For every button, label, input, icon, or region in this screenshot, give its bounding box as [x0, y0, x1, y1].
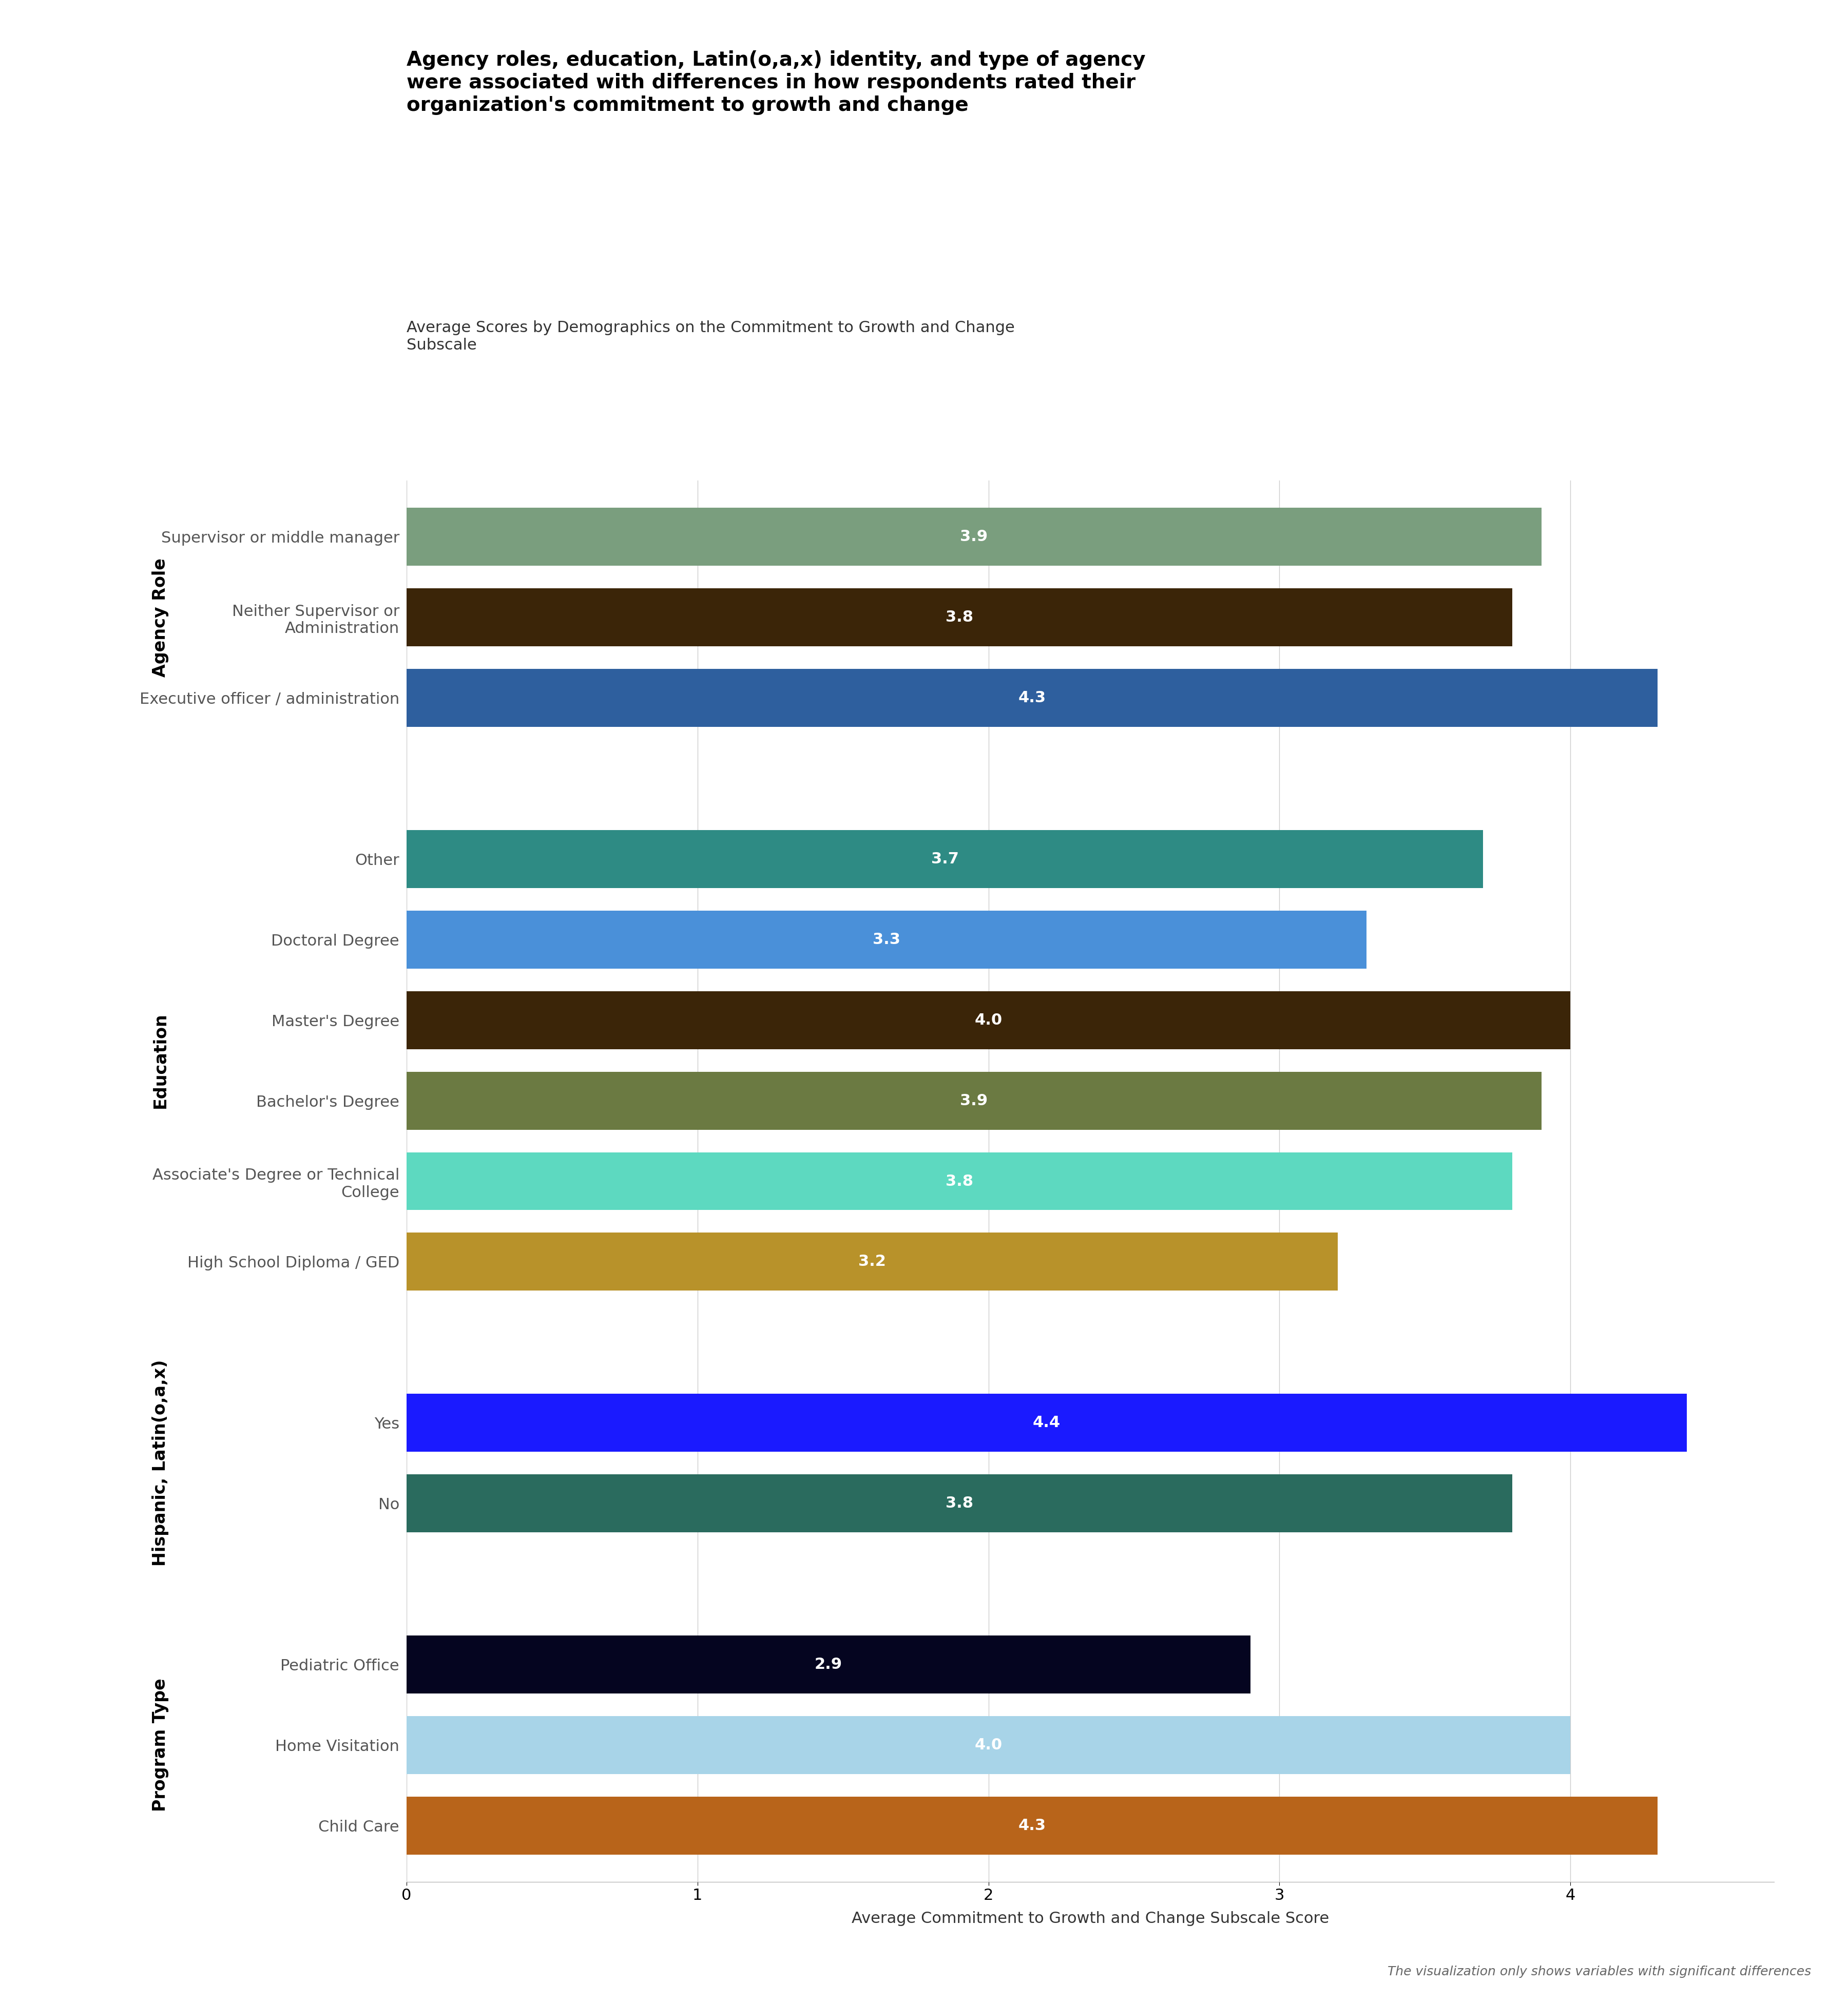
Text: 4.0: 4.0	[974, 1738, 1002, 1752]
Text: 4.3: 4.3	[1018, 1818, 1046, 1834]
Text: Agency Role: Agency Role	[152, 559, 168, 677]
Text: The visualization only shows variables with significant differences: The visualization only shows variables w…	[1388, 1966, 1811, 1978]
Text: 3.9: 3.9	[961, 1093, 989, 1107]
Bar	[407, 1153, 1512, 1209]
Bar	[407, 911, 1368, 969]
Bar	[407, 1796, 1658, 1854]
Bar	[407, 1473, 1512, 1532]
Bar	[407, 669, 1658, 727]
Text: Average Scores by Demographics on the Commitment to Growth and Change
Subscale: Average Scores by Demographics on the Co…	[407, 320, 1015, 352]
Text: 3.8: 3.8	[946, 611, 974, 625]
Text: 3.9: 3.9	[961, 529, 989, 545]
Text: Agency roles, education, Latin(o,a,x) identity, and type of agency
were associat: Agency roles, education, Latin(o,a,x) id…	[407, 50, 1146, 114]
Bar	[407, 1716, 1571, 1774]
Text: 3.7: 3.7	[931, 851, 959, 867]
Text: 2.9: 2.9	[815, 1658, 843, 1672]
Bar	[407, 1233, 1338, 1291]
Bar	[407, 1393, 1687, 1451]
Bar	[407, 509, 1541, 567]
Text: 3.8: 3.8	[946, 1173, 974, 1189]
Text: 3.3: 3.3	[872, 933, 900, 947]
Text: 3.8: 3.8	[946, 1495, 974, 1512]
Bar	[407, 831, 1484, 889]
Text: 4.4: 4.4	[1033, 1415, 1061, 1429]
Bar	[407, 1071, 1541, 1129]
Text: Program Type: Program Type	[152, 1678, 168, 1812]
Text: 4.3: 4.3	[1018, 691, 1046, 705]
Text: Hispanic, Latin(o,a,x): Hispanic, Latin(o,a,x)	[152, 1359, 168, 1566]
Bar	[407, 1636, 1251, 1694]
Bar	[407, 991, 1571, 1049]
Text: Education: Education	[152, 1013, 168, 1109]
Bar	[407, 589, 1512, 647]
Text: 3.2: 3.2	[857, 1255, 885, 1269]
Text: 4.0: 4.0	[974, 1013, 1002, 1027]
X-axis label: Average Commitment to Growth and Change Subscale Score: Average Commitment to Growth and Change …	[852, 1912, 1329, 1926]
